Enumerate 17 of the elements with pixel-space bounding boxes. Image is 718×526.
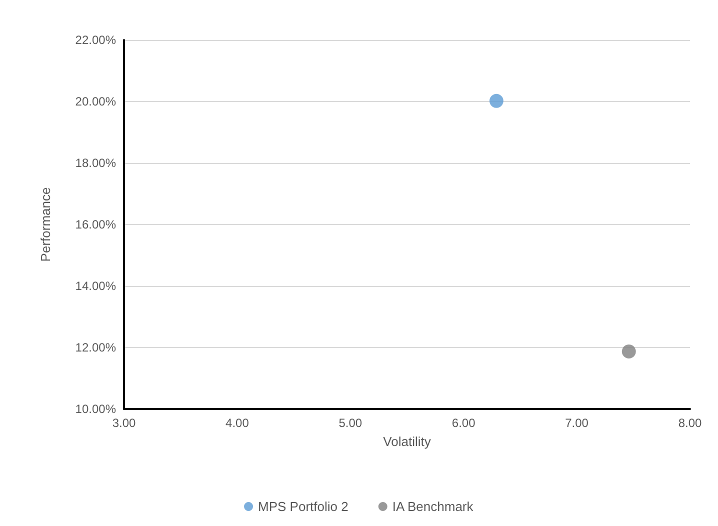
y-axis-title: Performance — [38, 187, 53, 262]
y-tick-label: 16.00% — [75, 218, 116, 232]
x-tick-label: 5.00 — [338, 416, 362, 430]
legend-label: MPS Portfolio 2 — [258, 499, 348, 514]
x-tick-label: 6.00 — [452, 416, 476, 430]
y-tick-label: 22.00% — [75, 33, 116, 47]
x-axis-title: Volatility — [383, 434, 432, 449]
x-tick-label: 8.00 — [678, 416, 702, 430]
x-tick-label: 3.00 — [112, 416, 136, 430]
x-tick-label: 4.00 — [226, 416, 250, 430]
y-tick-label: 18.00% — [75, 156, 116, 170]
legend-label: IA Benchmark — [392, 499, 474, 514]
y-tick-label: 14.00% — [75, 279, 116, 293]
y-tick-label: 10.00% — [75, 402, 116, 416]
x-tick-label: 7.00 — [565, 416, 589, 430]
y-tick-label: 12.00% — [75, 340, 116, 354]
y-tick-label: 20.00% — [75, 94, 116, 108]
